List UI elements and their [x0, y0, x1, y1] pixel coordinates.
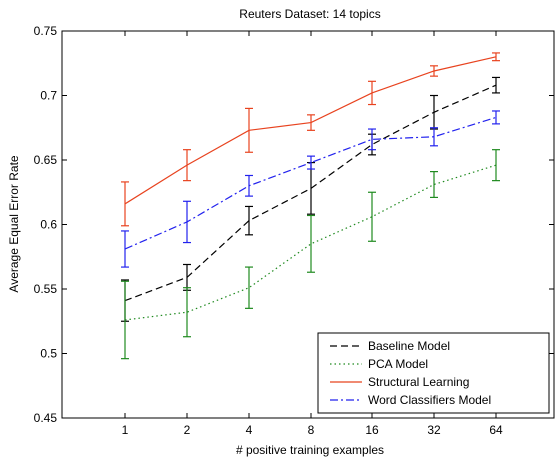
y-axis-label: Average Equal Error Rate [7, 155, 21, 293]
series-structural-learning [121, 52, 500, 227]
series-pca-model [121, 149, 500, 360]
x-tick-label: 32 [427, 423, 441, 437]
y-tick-label: 0.65 [34, 153, 58, 167]
y-tick-label: 0.55 [34, 282, 58, 296]
y-tick-label: 0.45 [34, 411, 58, 425]
x-axis-label: # positive training examples [236, 443, 384, 457]
y-tick-label: 0.7 [40, 89, 57, 103]
plot-area: 0.45 0.5 0.55 0.6 0.65 0.7 0.75 1 2 4 8 16 32 64 [34, 24, 555, 437]
legend-label: Word Classifiers Model [368, 393, 491, 407]
legend-label: Structural Learning [368, 375, 469, 389]
x-tick-label: 16 [365, 423, 379, 437]
y-tick-label: 0.5 [40, 347, 57, 361]
legend-label: PCA Model [368, 357, 428, 371]
y-tick-label: 0.75 [34, 24, 58, 38]
x-tick-label: 4 [246, 423, 253, 437]
x-tick-label: 1 [122, 423, 129, 437]
y-tick-label: 0.6 [40, 218, 57, 232]
chart-title: Reuters Dataset: 14 topics [239, 7, 380, 21]
x-tick-label: 2 [184, 423, 191, 437]
legend: Baseline Model PCA Model Structural Learni… [317, 332, 550, 414]
x-tick-label: 64 [489, 423, 503, 437]
series-word-classifiers-model [121, 110, 500, 268]
x-tick-label: 8 [308, 423, 315, 437]
legend-label: Baseline Model [368, 339, 450, 353]
